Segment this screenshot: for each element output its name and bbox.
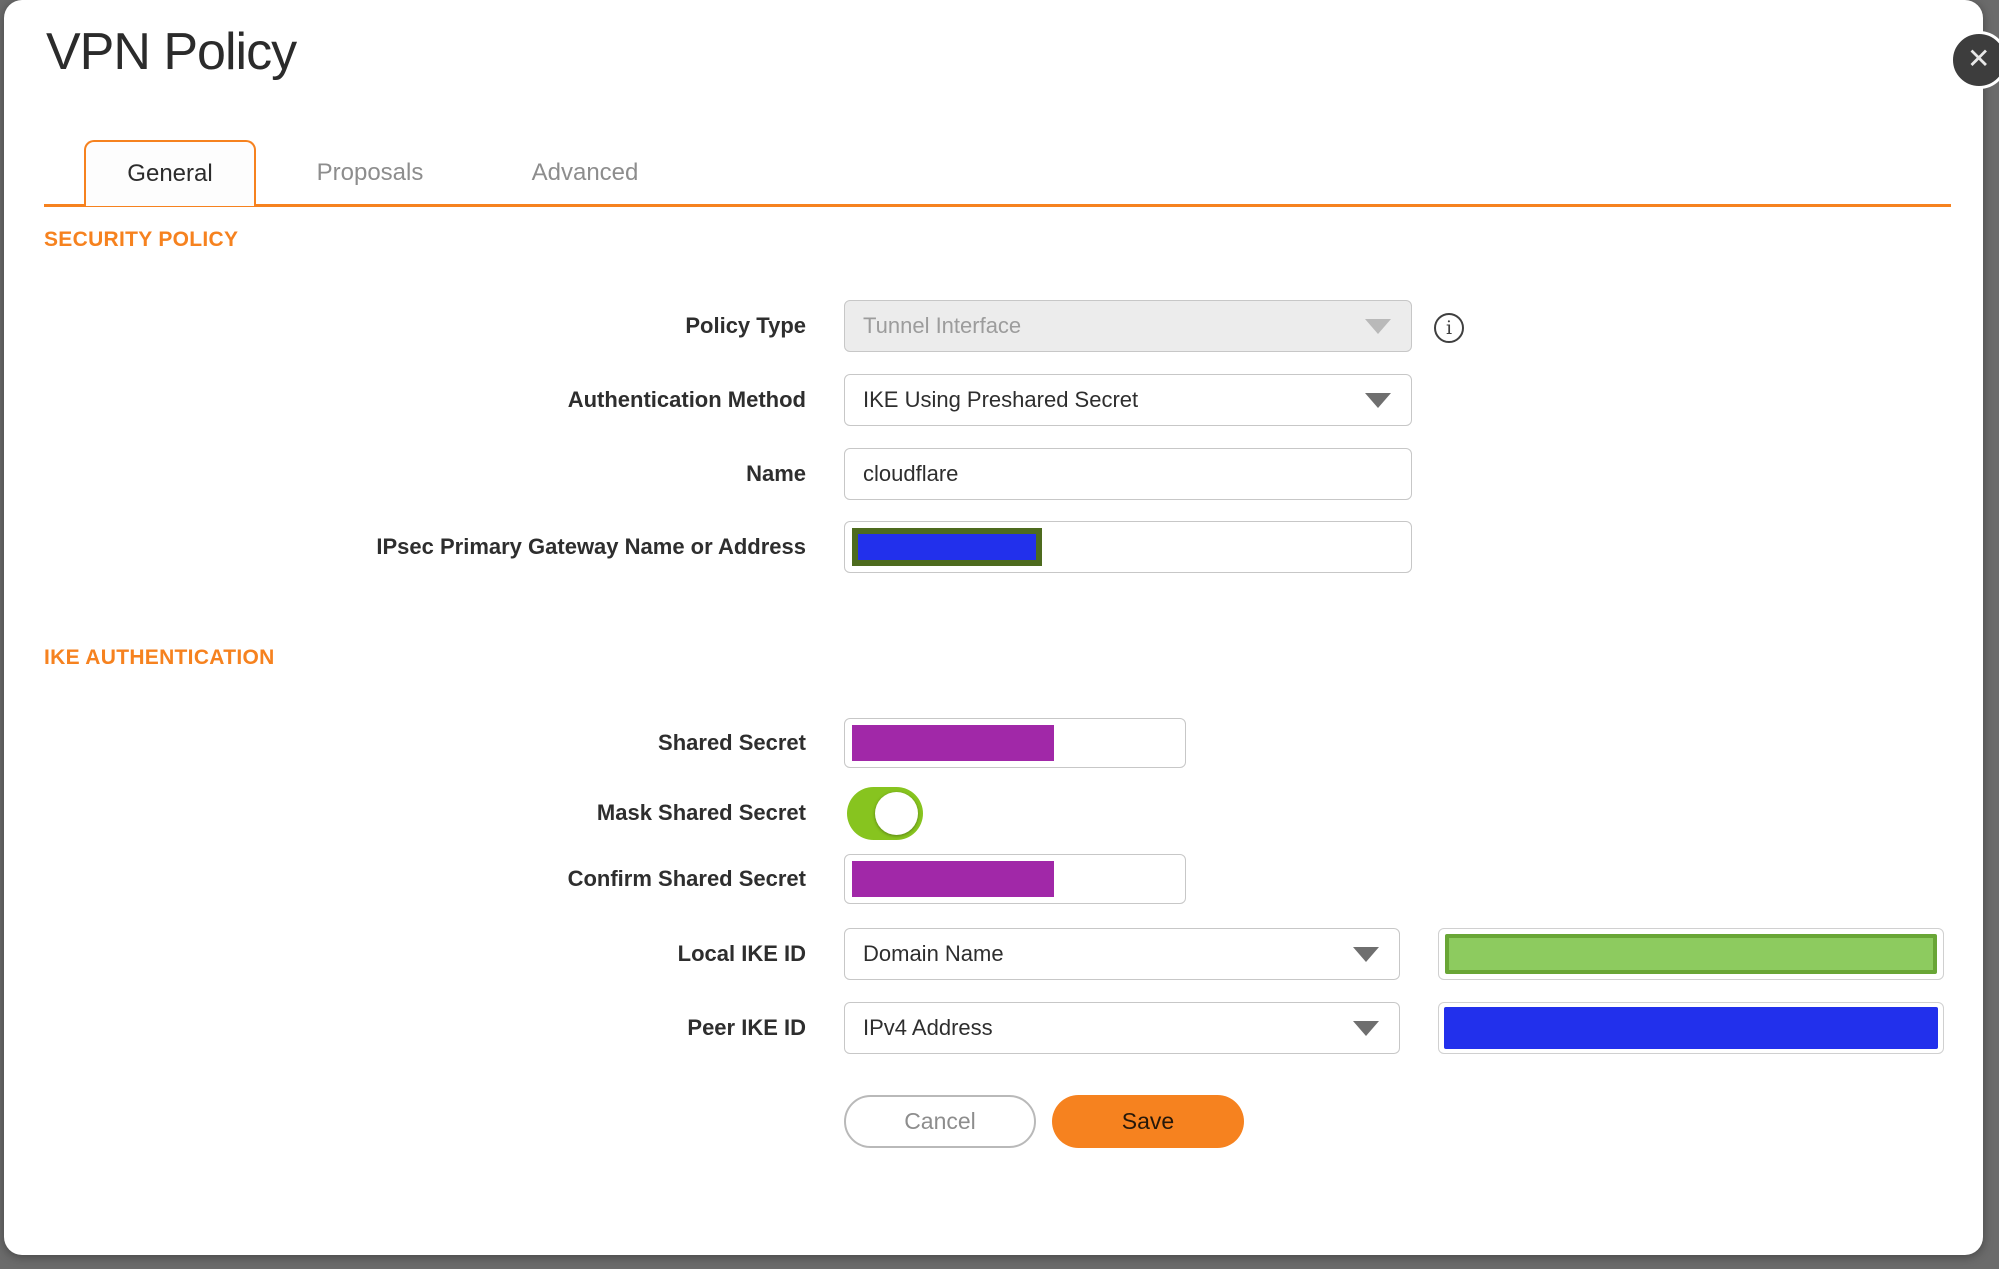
tab-underline xyxy=(44,204,1951,207)
chevron-down-icon xyxy=(1365,318,1391,334)
confirm-shared-secret-input[interactable] xyxy=(844,854,1186,904)
name-label: Name xyxy=(746,461,806,486)
tab-proposals[interactable]: Proposals xyxy=(284,140,456,206)
close-icon[interactable]: ✕ xyxy=(1950,31,1999,89)
policy-type-value: Tunnel Interface xyxy=(863,313,1022,338)
confirm-shared-secret-redaction-block xyxy=(852,861,1054,897)
peer-ike-id-redaction-block xyxy=(1444,1007,1938,1049)
policy-type-select: Tunnel Interface xyxy=(844,300,1412,352)
authentication-method-label: Authentication Method xyxy=(567,387,806,412)
peer-ike-id-type-value: IPv4 Address xyxy=(863,1015,993,1040)
gateway-label: IPsec Primary Gateway Name or Address xyxy=(376,534,806,559)
tab-proposals-label: Proposals xyxy=(316,159,424,186)
cancel-button[interactable]: Cancel xyxy=(844,1095,1036,1148)
shared-secret-redaction-block xyxy=(852,725,1054,761)
info-icon[interactable]: i xyxy=(1434,313,1464,343)
gateway-redaction-block xyxy=(852,528,1042,566)
ike-authentication-heading: IKE AUTHENTICATION xyxy=(44,646,275,669)
name-value: cloudflare xyxy=(863,461,959,486)
name-input[interactable]: cloudflare xyxy=(844,448,1412,500)
shared-secret-input[interactable] xyxy=(844,718,1186,768)
tab-advanced-label: Advanced xyxy=(531,159,639,186)
authentication-method-value: IKE Using Preshared Secret xyxy=(863,387,1139,412)
peer-ike-id-type-select[interactable]: IPv4 Address xyxy=(844,1002,1400,1054)
policy-type-label: Policy Type xyxy=(685,313,806,338)
local-ike-id-type-select[interactable]: Domain Name xyxy=(844,928,1400,980)
security-policy-heading: SECURITY POLICY xyxy=(44,228,239,251)
mask-shared-secret-label: Mask Shared Secret xyxy=(596,800,806,825)
gateway-input[interactable] xyxy=(844,521,1412,573)
authentication-method-select[interactable]: IKE Using Preshared Secret xyxy=(844,374,1412,426)
local-ike-id-label: Local IKE ID xyxy=(677,941,806,966)
tab-general-label: General xyxy=(127,160,213,187)
page-title: VPN Policy xyxy=(46,23,297,81)
local-ike-id-type-value: Domain Name xyxy=(863,941,1004,966)
tab-advanced[interactable]: Advanced xyxy=(499,140,671,206)
save-button[interactable]: Save xyxy=(1052,1095,1244,1148)
chevron-down-icon xyxy=(1365,392,1391,408)
local-ike-id-value-input[interactable] xyxy=(1438,928,1944,980)
chevron-down-icon xyxy=(1353,946,1379,962)
chevron-down-icon xyxy=(1353,1020,1379,1036)
confirm-shared-secret-label: Confirm Shared Secret xyxy=(567,866,806,891)
tab-general[interactable]: General xyxy=(84,140,256,206)
shared-secret-label: Shared Secret xyxy=(658,730,806,755)
peer-ike-id-label: Peer IKE ID xyxy=(687,1015,806,1040)
vpn-policy-dialog: VPN Policy General Proposals Advanced SE… xyxy=(4,0,1983,1255)
peer-ike-id-value-input[interactable] xyxy=(1438,1002,1944,1054)
local-ike-id-redaction-block xyxy=(1445,934,1937,974)
mask-shared-secret-toggle[interactable] xyxy=(847,787,923,840)
toggle-knob xyxy=(875,792,918,835)
